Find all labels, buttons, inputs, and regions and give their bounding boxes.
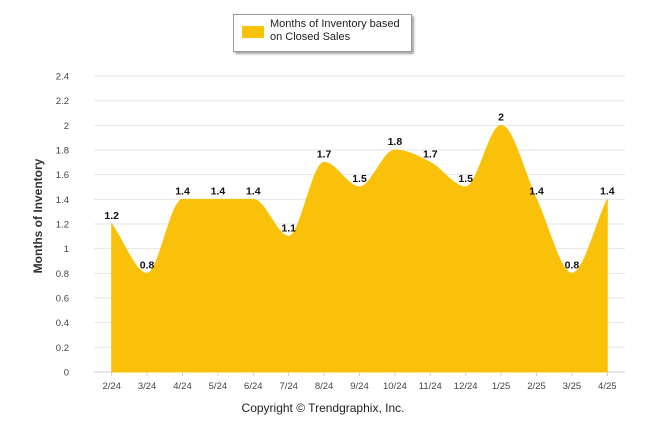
y-tick-label: 2.2	[56, 96, 69, 107]
y-tick-label: 2.4	[56, 72, 69, 83]
x-tick-label: 9/24	[350, 381, 369, 392]
x-tick-label: 5/24	[209, 381, 228, 392]
x-tick-label: 6/24	[244, 381, 263, 392]
y-tick-label: 0	[64, 368, 69, 379]
y-tick-label: 1.6	[56, 170, 69, 181]
data-label: 1.2	[104, 210, 119, 222]
x-tick-label: 7/24	[279, 381, 298, 392]
x-tick-label: 8/24	[315, 381, 334, 392]
x-tick-label: 11/24	[419, 381, 442, 392]
x-tick-label: 1/25	[492, 381, 511, 392]
x-tick-label: 4/25	[598, 381, 617, 392]
x-tick-label: 10/24	[383, 381, 407, 392]
data-label: 0.8	[565, 259, 580, 271]
copyright-footer: Copyright © Trendgraphix, Inc.	[241, 401, 405, 415]
data-label: 1.4	[246, 185, 261, 197]
y-tick-label: 1.4	[56, 195, 69, 206]
y-tick-label: 0.6	[56, 294, 69, 305]
y-tick-label: 1.2	[56, 220, 69, 231]
x-tick-label: 12/24	[454, 381, 478, 392]
legend-label: Months of Inventory based on Closed Sale…	[270, 18, 400, 43]
y-axis-title: Months of Inventory	[31, 158, 45, 274]
data-label: 1.7	[423, 148, 438, 160]
data-label: 1.8	[388, 136, 403, 148]
x-tick-label: 3/24	[138, 381, 157, 392]
x-tick-label: 3/25	[563, 381, 582, 392]
data-label: 1.1	[281, 222, 296, 234]
x-tick-label: 2/25	[527, 381, 546, 392]
y-tick-label: 0.8	[56, 269, 69, 280]
data-label: 0.8	[140, 259, 155, 271]
data-label: 1.4	[600, 185, 615, 197]
data-label: 2	[498, 111, 504, 123]
x-tick-label: 2/24	[102, 381, 121, 392]
data-label: 1.5	[352, 173, 367, 185]
data-label: 1.4	[211, 185, 226, 197]
y-tick-label: 2	[64, 121, 69, 132]
data-label: 1.5	[458, 173, 473, 185]
data-label: 1.4	[529, 185, 544, 197]
y-tick-label: 1	[64, 244, 69, 255]
y-tick-label: 0.2	[56, 343, 69, 354]
series-area[interactable]	[111, 124, 608, 373]
data-label: 1.4	[175, 185, 190, 197]
y-tick-label: 1.8	[56, 146, 69, 157]
y-tick-label: 0.4	[56, 318, 69, 329]
x-tick-label: 4/24	[173, 381, 192, 392]
legend[interactable]: Months of Inventory based on Closed Sale…	[233, 14, 412, 52]
data-label: 1.7	[317, 148, 332, 160]
legend-swatch	[242, 26, 264, 38]
